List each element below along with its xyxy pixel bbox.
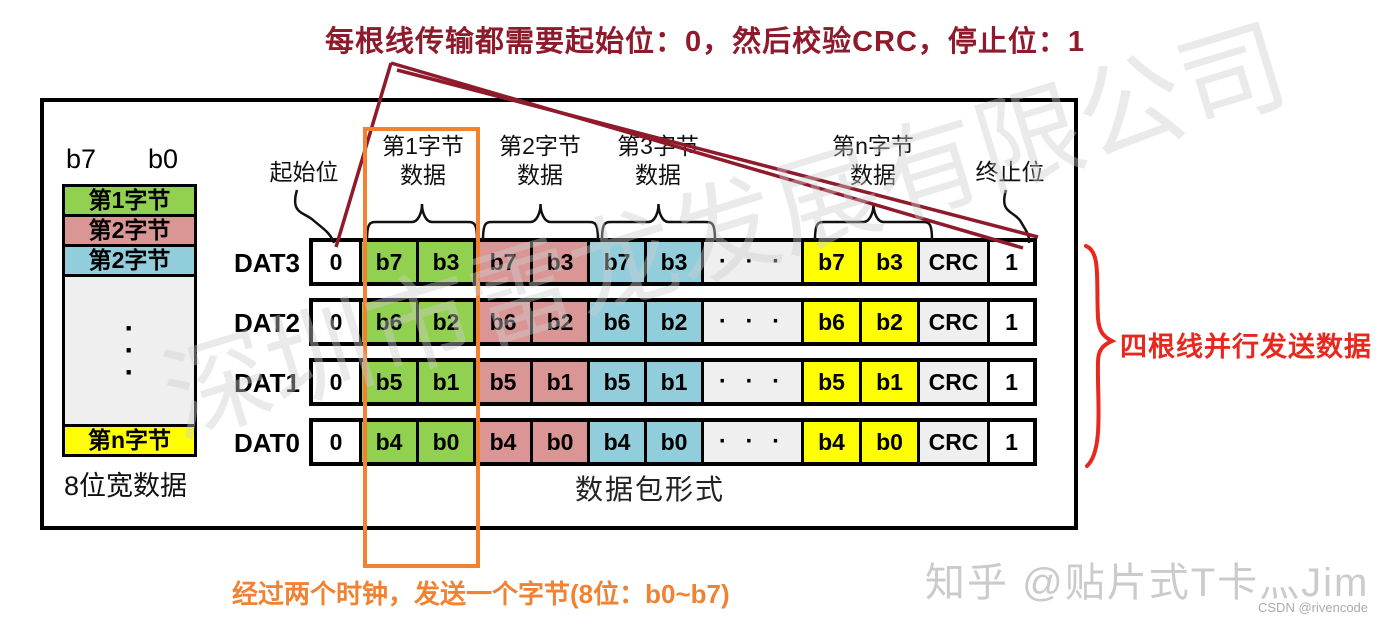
- packet-cell: b6: [473, 302, 530, 342]
- packet-cell: · · ·: [701, 422, 801, 462]
- bit-label-b0: b0: [148, 144, 179, 174]
- stack-segment: 第1字节: [62, 184, 197, 217]
- stack-ellipsis-dot: ·: [124, 355, 135, 389]
- packet-cell: b2: [859, 302, 917, 342]
- packet-cell: b6: [359, 302, 416, 342]
- packet-cell: b5: [801, 362, 859, 402]
- packet-cell: 0: [313, 422, 359, 462]
- stack-ellipsis-dot: ·: [124, 333, 135, 367]
- packet-cell: b3: [644, 242, 701, 282]
- packet-cell: b7: [801, 242, 859, 282]
- top-annotation: 每根线传输都需要起始位：0，然后校验CRC，停止位：1: [324, 26, 1086, 58]
- packet-cell: · · ·: [701, 362, 801, 402]
- packet-cell: b2: [530, 302, 587, 342]
- packet-cell: b6: [801, 302, 859, 342]
- stack-segment: 第2字节: [62, 244, 197, 277]
- header-stop-bit: 终止位: [975, 159, 1045, 185]
- packet-cell: 0: [313, 302, 359, 342]
- packet-cell: b1: [644, 362, 701, 402]
- packet-cell: CRC: [917, 362, 987, 402]
- header-line: 第n字节: [832, 133, 914, 159]
- stack-segment: 第2字节: [62, 214, 197, 247]
- packet-cell: · · ·: [701, 302, 801, 342]
- header-line: 数据: [850, 162, 896, 188]
- packet-row-dat2: 0 b6 b2 b6 b2 b6 b2 · · · b6 b2 CRC 1: [309, 298, 1037, 346]
- row-label-dat3: DAT3: [234, 248, 300, 278]
- packet-cell: 0: [313, 362, 359, 402]
- stack-caption: 8位宽数据: [64, 471, 188, 501]
- first-byte-highlight-rect: [363, 127, 480, 568]
- packet-row-dat0: 0 b4 b0 b4 b0 b4 b0 · · · b4 b0 CRC 1: [309, 418, 1037, 466]
- packet-cell: b4: [587, 422, 644, 462]
- packet-cell: b7: [587, 242, 644, 282]
- packet-cell: 0: [313, 242, 359, 282]
- header-start-bit: 起始位: [269, 159, 339, 185]
- stack-segment: 第n字节: [62, 424, 197, 457]
- packet-cell: b1: [416, 362, 473, 402]
- packet-cell: b6: [587, 302, 644, 342]
- header-byte-4: 第n字节数据: [803, 132, 943, 190]
- packet-cell: CRC: [917, 422, 987, 462]
- packet-cell: b4: [801, 422, 859, 462]
- right-brace: [1084, 244, 1117, 468]
- zhihu-watermark: 知乎 @贴片式T卡灬Jim: [925, 561, 1370, 605]
- bottom-annotation: 经过两个时钟，发送一个字节(8位：b0~b7): [232, 579, 730, 609]
- packet-cell: b0: [859, 422, 917, 462]
- packet-cell: b1: [859, 362, 917, 402]
- packet-cell: b3: [530, 242, 587, 282]
- packet-cell: CRC: [917, 302, 987, 342]
- bit-label-b7: b7: [66, 144, 97, 174]
- packet-cell: b0: [644, 422, 701, 462]
- header-line: 数据: [635, 162, 681, 188]
- packet-cell: b2: [644, 302, 701, 342]
- csdn-watermark: CSDN @rivencode: [1258, 600, 1369, 615]
- packet-cell: 1: [987, 362, 1033, 402]
- header-line: 第3字节: [617, 133, 699, 159]
- header-byte-3: 第3字节数据: [588, 132, 728, 190]
- packet-cell: b5: [587, 362, 644, 402]
- packet-cell: CRC: [917, 242, 987, 282]
- row-label-dat0: DAT0: [234, 428, 300, 458]
- stack-segment: · · ·: [62, 274, 197, 427]
- packet-cell: 1: [987, 422, 1033, 462]
- row-label-dat1: DAT1: [234, 368, 300, 398]
- packet-caption: 数据包形式: [574, 474, 725, 505]
- right-annotation: 四根线并行发送数据: [1120, 332, 1372, 362]
- row-label-dat2: DAT2: [234, 308, 300, 338]
- packet-cell: b7: [473, 242, 530, 282]
- packet-cell: b0: [416, 422, 473, 462]
- packet-cell: b1: [530, 362, 587, 402]
- byte-stack: 第1字节 第2字节 第2字节 · · · 第n字节: [62, 184, 197, 457]
- packet-cell: b5: [359, 362, 416, 402]
- packet-cell: · · ·: [701, 242, 801, 282]
- packet-cell: b4: [473, 422, 530, 462]
- packet-cell: 1: [987, 242, 1033, 282]
- packet-cell: b3: [859, 242, 917, 282]
- packet-cell: b2: [416, 302, 473, 342]
- packet-cell: b5: [473, 362, 530, 402]
- stack-ellipsis-dot: ·: [124, 311, 135, 345]
- packet-cell: b4: [359, 422, 416, 462]
- packet-row-dat1: 0 b5 b1 b5 b1 b5 b1 · · · b5 b1 CRC 1: [309, 358, 1037, 406]
- packet-cell: b0: [530, 422, 587, 462]
- packet-cell: 1: [987, 302, 1033, 342]
